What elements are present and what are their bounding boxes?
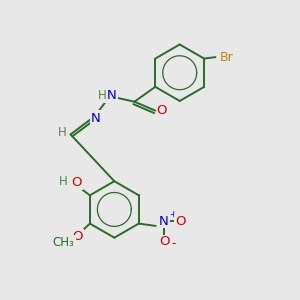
Text: O: O: [159, 236, 169, 248]
Text: Br: Br: [220, 51, 233, 64]
Text: O: O: [73, 230, 83, 243]
Text: O: O: [157, 104, 167, 117]
Text: +: +: [169, 210, 176, 219]
Text: N: N: [159, 215, 169, 228]
Text: H: H: [98, 89, 106, 102]
Text: N: N: [91, 112, 100, 124]
Text: CH₃: CH₃: [53, 236, 75, 249]
Text: N: N: [107, 89, 116, 102]
Text: H: H: [59, 175, 68, 188]
Text: H: H: [58, 125, 67, 139]
Text: O: O: [71, 176, 82, 189]
Text: -: -: [171, 237, 176, 250]
Text: O: O: [175, 215, 186, 228]
